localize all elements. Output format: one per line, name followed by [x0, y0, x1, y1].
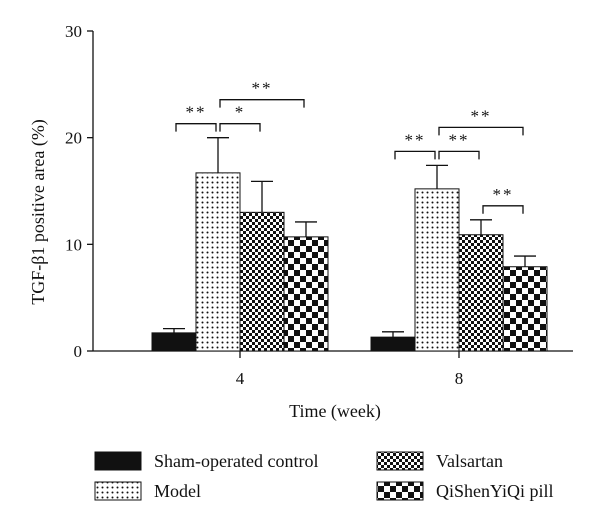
significance-bracket [175, 123, 217, 132]
bar [414, 188, 460, 352]
significance-bracket [438, 150, 480, 160]
x-tick-label: 8 [455, 369, 464, 388]
y-tick-label: 20 [65, 129, 82, 148]
legend: Sham-operated control Model Valsartan QiShe… [94, 451, 554, 501]
y-axis-title: TGF-β1 positive area (%) [28, 119, 49, 305]
legend-swatch [94, 481, 142, 501]
significance-bracket [219, 123, 261, 132]
significance-bracket [438, 126, 524, 136]
bar [151, 332, 197, 352]
bar [458, 234, 504, 352]
significance-label: ** [493, 185, 514, 204]
legend-label: QiShenYiQi pill [436, 481, 554, 501]
significance-label: ** [186, 103, 207, 122]
y-tick-label: 0 [74, 342, 83, 361]
legend-label: Model [154, 481, 201, 501]
significance-bracket [482, 205, 524, 214]
significance-bracket [219, 99, 305, 108]
bar [195, 172, 241, 352]
legend-label: Sham-operated control [154, 451, 318, 471]
legend-swatch [94, 451, 142, 471]
bar [283, 236, 329, 352]
significance-label: * [235, 103, 246, 122]
bar [502, 266, 548, 352]
x-axis-title: Time (week) [289, 401, 381, 422]
y-tick-label: 10 [65, 235, 82, 254]
x-tick-label: 4 [236, 369, 245, 388]
y-tick-label: 30 [65, 22, 82, 41]
significance-label: ** [252, 79, 273, 98]
legend-swatch [376, 481, 424, 501]
significance-label: ** [471, 106, 492, 125]
bar [370, 336, 416, 352]
significance-label: ** [449, 130, 470, 149]
legend-swatch [376, 451, 424, 471]
significance-label: ** [405, 130, 426, 149]
significance-bracket [394, 150, 436, 160]
bar [239, 211, 285, 352]
legend-label: Valsartan [436, 451, 503, 471]
